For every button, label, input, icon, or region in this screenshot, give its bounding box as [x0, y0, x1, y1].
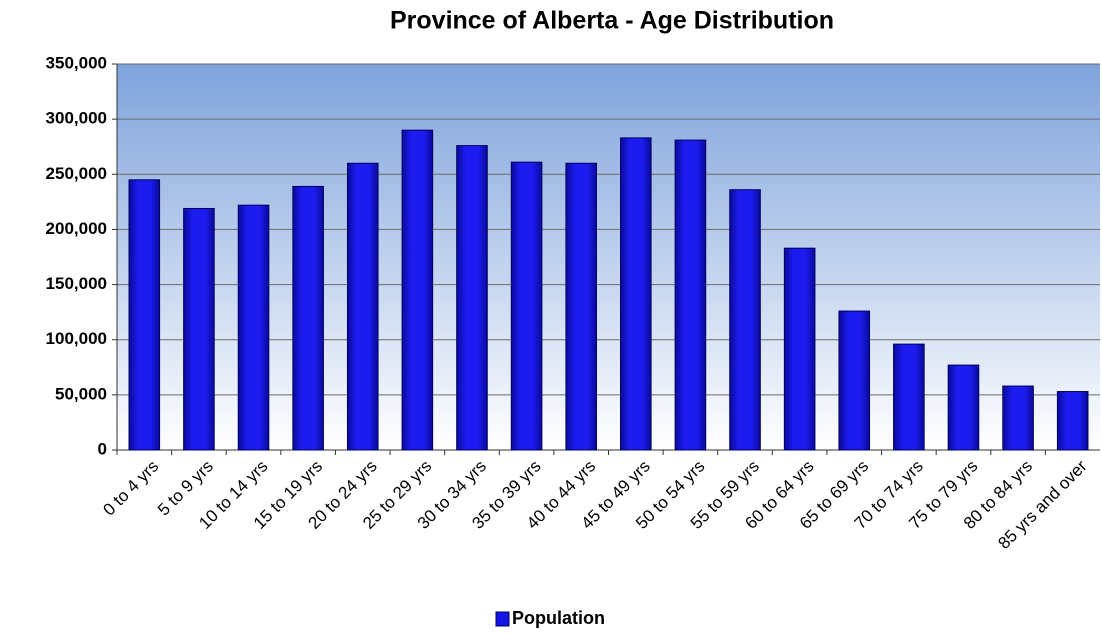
y-tick-label: 300,000 — [46, 109, 107, 128]
bar — [237, 204, 270, 451]
bar — [947, 364, 980, 451]
chart-title: Province of Alberta - Age Distribution — [390, 7, 834, 35]
plot-area — [117, 64, 1100, 450]
bar — [346, 162, 379, 451]
bar — [674, 139, 707, 451]
legend-swatch — [495, 611, 510, 627]
y-tick-label: 0 — [98, 439, 107, 458]
y-tick-label: 100,000 — [46, 329, 107, 348]
bar — [292, 185, 324, 451]
y-tick-label: 150,000 — [46, 274, 107, 293]
bar — [401, 129, 434, 451]
y-tick-label: 250,000 — [46, 164, 107, 183]
y-tick-label: 350,000 — [46, 53, 107, 72]
legend-label: Population — [512, 608, 605, 628]
bar — [1002, 385, 1034, 451]
bar — [620, 137, 652, 451]
bar — [1056, 391, 1089, 451]
bar — [456, 145, 488, 451]
y-tick-label: 200,000 — [46, 219, 107, 238]
bar — [783, 247, 816, 451]
bar — [838, 310, 871, 451]
bar — [729, 189, 761, 451]
bar — [565, 162, 597, 451]
bar — [893, 343, 925, 451]
bar — [128, 179, 161, 451]
y-tick-label: 50,000 — [55, 384, 107, 403]
bar — [183, 207, 215, 451]
bar — [510, 161, 543, 451]
x-tick-label: 0 to 4 yrs — [99, 457, 162, 520]
